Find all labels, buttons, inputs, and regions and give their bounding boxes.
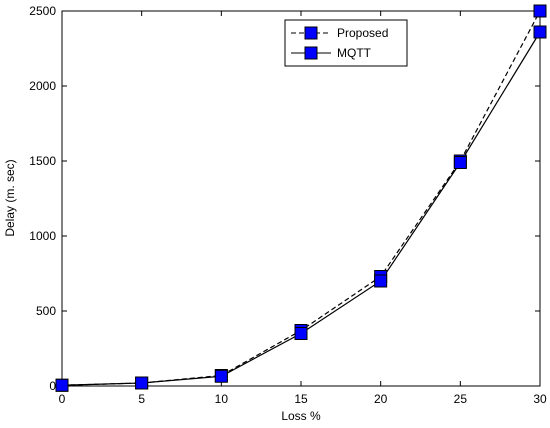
x-axis-label: Loss % — [281, 409, 321, 423]
series-layer — [55, 4, 547, 392]
x-tick-label: 10 — [215, 392, 229, 406]
data-point-proposed — [533, 4, 547, 18]
legend-proposed-marker — [304, 26, 318, 40]
y-tick-label: 2000 — [29, 79, 56, 93]
plot-frame — [61, 10, 541, 387]
data-point-mqtt — [55, 378, 69, 392]
y-axis-label: Delay (m. sec) — [3, 159, 17, 236]
x-tick-label: 25 — [454, 392, 468, 406]
legend: Proposed MQTT — [284, 19, 408, 67]
legend-proposed-label: Proposed — [337, 26, 388, 40]
y-tick-label: 0 — [49, 379, 56, 393]
data-point-mqtt — [374, 274, 388, 288]
x-tick-label: 30 — [533, 392, 547, 406]
x-tick-label: 15 — [294, 392, 308, 406]
data-point-mqtt — [453, 156, 467, 169]
x-tick-label: 0 — [59, 392, 66, 406]
x-tick-label: 20 — [374, 392, 388, 406]
y-tick-label: 2500 — [29, 4, 56, 18]
y-tick-label: 500 — [36, 304, 56, 318]
data-point-mqtt — [135, 376, 149, 390]
x-tick-label: 5 — [138, 392, 145, 406]
plot-area — [61, 10, 541, 387]
data-point-mqtt — [294, 327, 308, 340]
data-point-mqtt — [533, 25, 547, 39]
legend-mqtt-marker — [304, 46, 318, 60]
y-axis-ticks: 0 500 1000 1500 2000 2500 — [29, 4, 540, 393]
legend-mqtt-label: MQTT — [337, 46, 372, 60]
y-tick-label: 1500 — [29, 154, 56, 168]
y-tick-label: 1000 — [29, 229, 56, 243]
data-point-mqtt — [214, 369, 228, 383]
